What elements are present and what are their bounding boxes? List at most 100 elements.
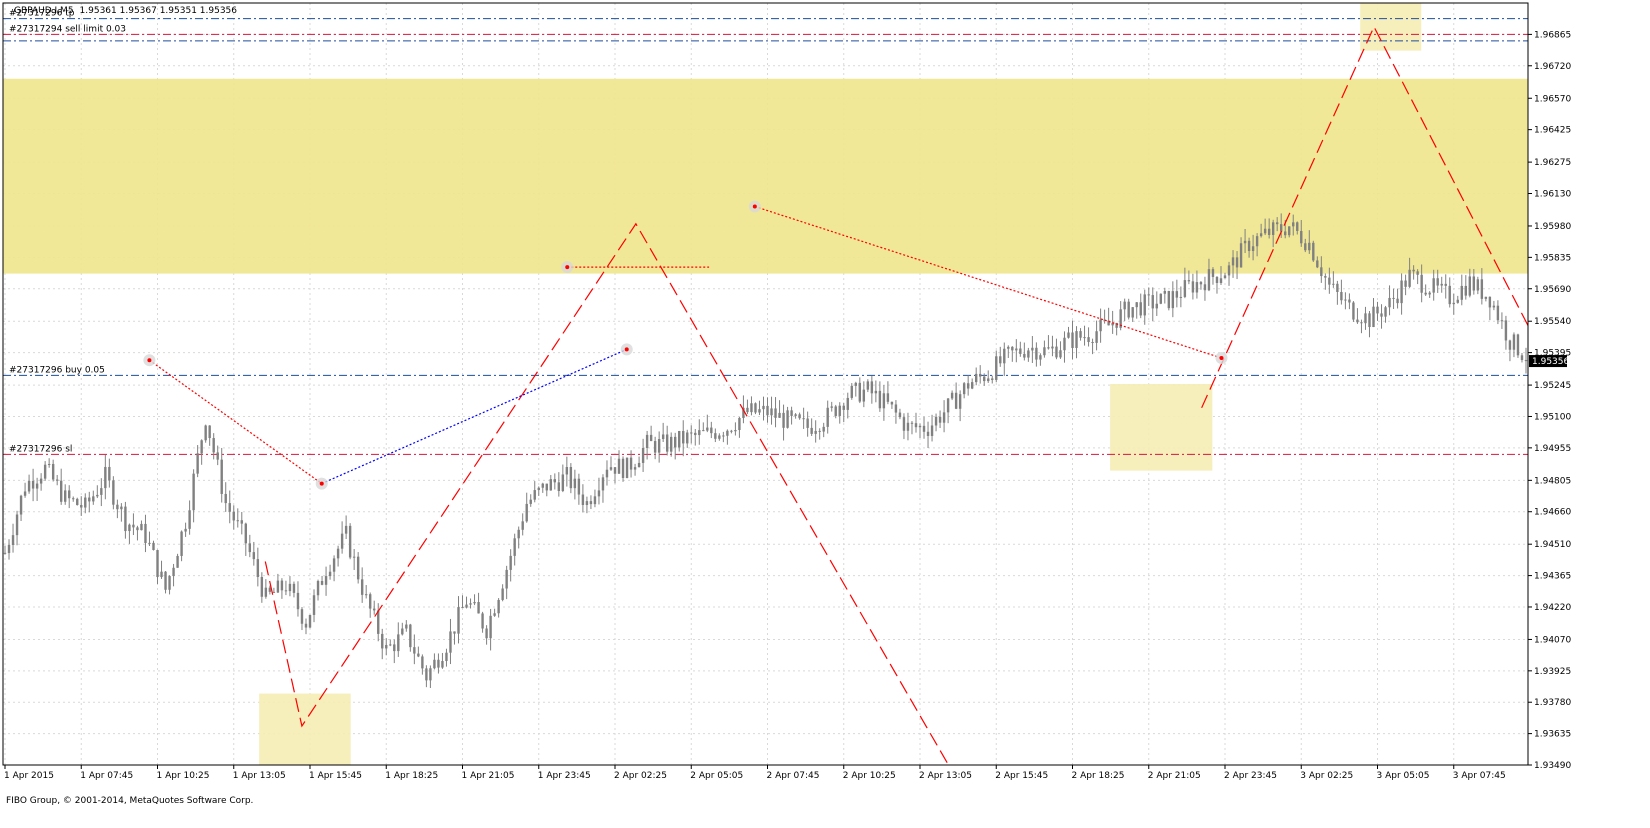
candle-body (593, 496, 597, 505)
candle-body (344, 525, 348, 534)
candle-body (292, 583, 296, 593)
candle-body (15, 514, 19, 536)
candle-body (537, 487, 540, 491)
candle-body (938, 416, 942, 423)
candle-body (1320, 267, 1323, 277)
x-tick-label: 3 Apr 07:45 (1453, 771, 1506, 781)
candle-body (778, 412, 781, 418)
candle-body (19, 495, 23, 515)
trade-connector-red (754, 205, 1222, 359)
candle-body (918, 425, 922, 428)
candle-body (433, 659, 436, 669)
candle-body (336, 548, 340, 559)
candle-body (1059, 350, 1062, 358)
candle-body (1119, 309, 1122, 328)
y-tick-label: 1.94220 (1534, 603, 1571, 613)
y-tick-label: 1.94955 (1534, 444, 1571, 454)
candle-body (830, 406, 833, 408)
candle-body (55, 479, 59, 481)
candle-body (1275, 222, 1279, 225)
candle-body (1296, 222, 1299, 231)
candle-body (1247, 240, 1251, 252)
candle-body (160, 571, 163, 578)
candle-body (513, 538, 516, 556)
candle-body (352, 556, 356, 558)
candle-body (1284, 231, 1287, 236)
candle-body (280, 580, 284, 591)
analysis-overlays (143, 25, 1529, 766)
y-tick-label: 1.95540 (1534, 317, 1571, 327)
candle-body (1304, 243, 1307, 251)
x-tick-label: 1 Apr 15:45 (309, 771, 362, 781)
candle-body (983, 376, 986, 382)
candle-body (236, 520, 239, 522)
y-tick-label: 1.96130 (1534, 190, 1571, 200)
candle-body (1215, 276, 1219, 284)
candle-body (690, 432, 693, 434)
candle-body (665, 434, 669, 452)
candle-body (770, 408, 773, 416)
candle-body (1103, 319, 1106, 321)
candle-body (1348, 299, 1351, 303)
candle-body (1199, 282, 1203, 285)
candle-body (425, 668, 428, 681)
candle-body (1007, 346, 1010, 349)
candle-body (738, 417, 741, 431)
candle-body (774, 408, 777, 418)
candle-body (481, 613, 484, 629)
candle-body (1524, 359, 1528, 362)
candle-body (260, 577, 264, 597)
candle-body (1316, 260, 1319, 268)
candle-body (1356, 319, 1359, 323)
candle-body (469, 603, 472, 605)
candle-body (906, 422, 910, 431)
y-tick-label: 1.95395 (1534, 349, 1571, 359)
candle-body (1251, 246, 1255, 252)
y-tick-label: 1.96570 (1534, 94, 1571, 104)
candle-body (477, 602, 480, 614)
candle-body (421, 656, 424, 669)
candle-body (364, 594, 368, 596)
candle-body (702, 430, 705, 432)
candle-body (858, 382, 862, 402)
candle-body (11, 535, 15, 545)
candle-body (694, 432, 697, 436)
candle-body (1452, 302, 1455, 305)
current-price-label: 1.95356 (1532, 357, 1569, 367)
candle-body (68, 490, 71, 499)
trade-connector-red (149, 359, 323, 485)
candle-body (930, 425, 934, 436)
candle-body (1344, 299, 1347, 301)
candle-body (674, 436, 677, 448)
candle-body (1364, 313, 1367, 324)
y-tick-label: 1.96425 (1534, 126, 1571, 136)
candle-body (541, 483, 544, 488)
candle-body (549, 479, 552, 491)
candle-body (88, 497, 91, 502)
candle-body (1147, 294, 1150, 296)
candle-body (1460, 285, 1463, 300)
candle-body (64, 490, 67, 502)
candle-body (1231, 257, 1235, 266)
candle-body (714, 433, 717, 439)
candle-body (726, 430, 729, 436)
candle-body (152, 542, 155, 551)
candle-body (324, 576, 328, 585)
candle-body (585, 501, 589, 506)
y-tick-label: 1.94805 (1534, 476, 1571, 486)
candle-body (31, 480, 35, 489)
candle-body (991, 378, 994, 380)
x-tick-label: 1 Apr 10:25 (157, 771, 210, 781)
candle-body (894, 404, 898, 413)
candle-body (1388, 297, 1391, 308)
candle-body (27, 480, 31, 492)
candle-body (1271, 222, 1275, 235)
zigzag-projection (264, 222, 950, 766)
candle-body (1235, 257, 1239, 268)
candle-body (810, 427, 813, 434)
candle-body (1071, 332, 1074, 349)
y-tick-label: 1.95835 (1534, 253, 1571, 263)
candle-body (669, 436, 673, 452)
